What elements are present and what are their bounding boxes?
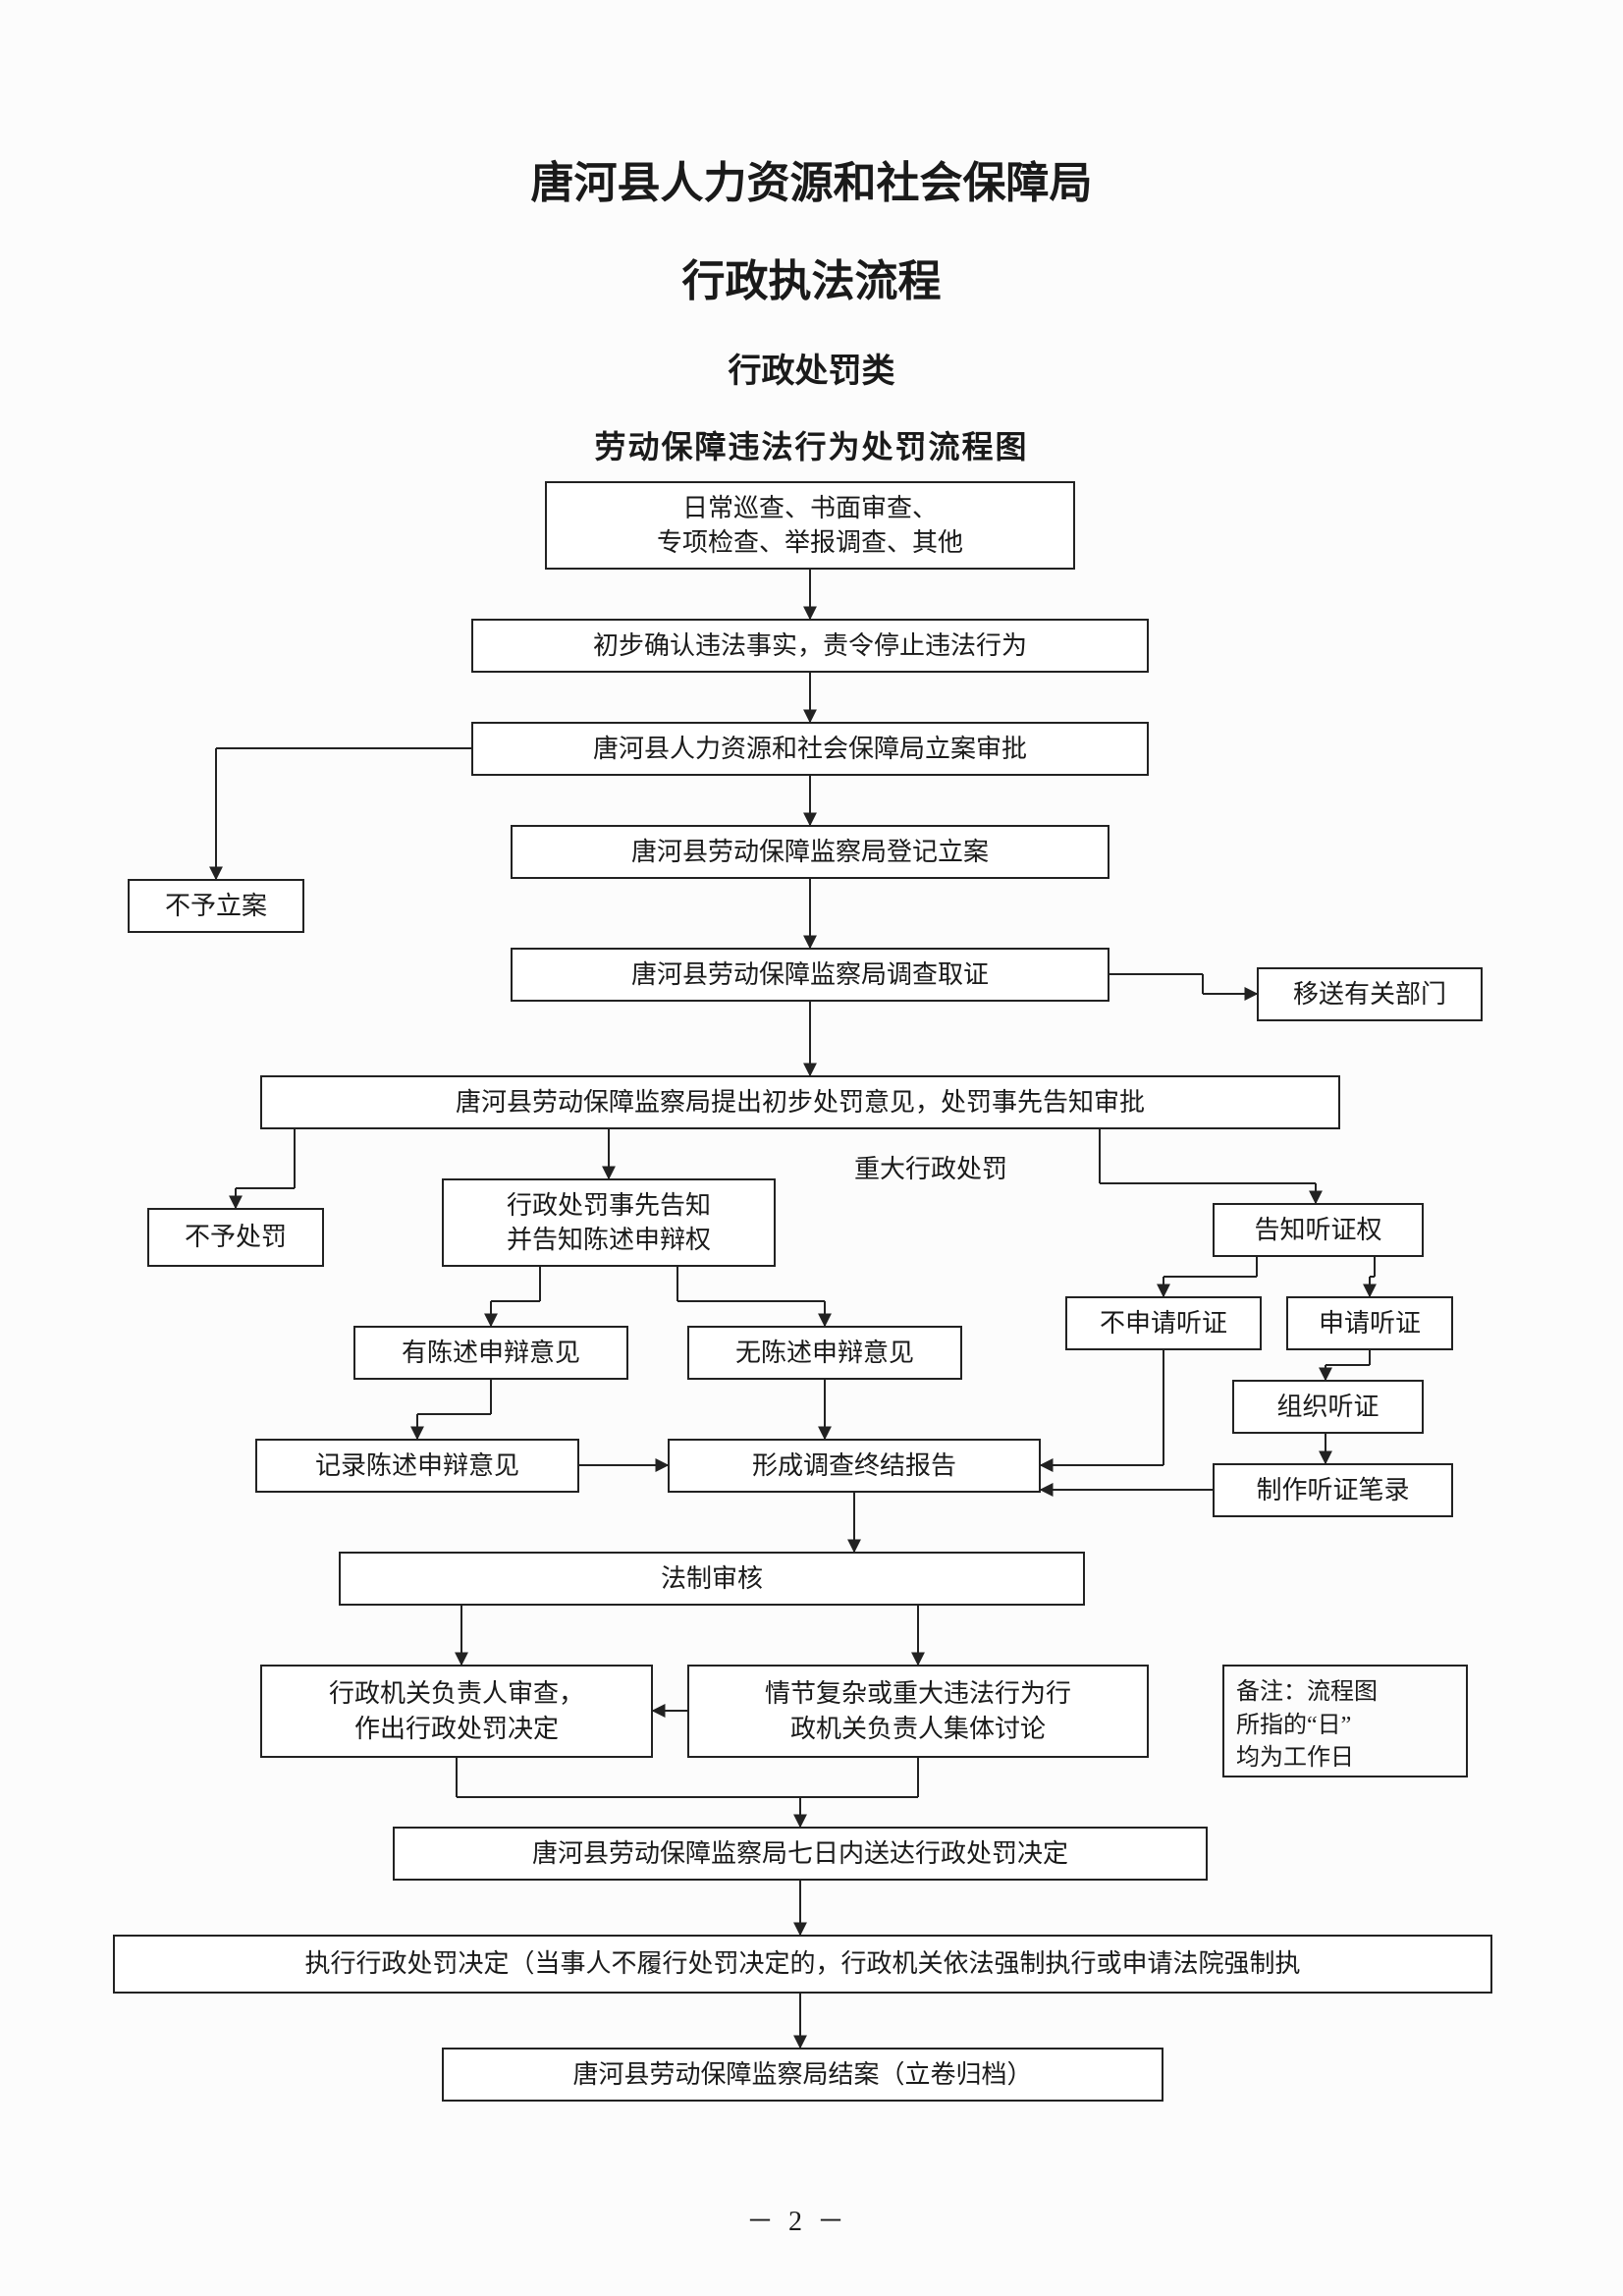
flow-node-n13: 无陈述申辩意见 <box>687 1326 962 1380</box>
flow-node-n20: 法制审核 <box>339 1552 1085 1606</box>
flow-node-n17: 记录陈述申辩意见 <box>255 1439 579 1493</box>
flow-node-n24: 执行行政处罚决定（当事人不履行处罚决定的，行政机关依法强制执行或申请法院强制执 <box>113 1935 1492 1994</box>
flow-node-n18: 形成调查终结报告 <box>668 1439 1041 1493</box>
flow-node-n23: 唐河县劳动保障监察局七日内送达行政处罚决定 <box>393 1827 1208 1881</box>
flow-node-n14: 不申请听证 <box>1065 1296 1262 1350</box>
title-line2: 行政执法流程 <box>0 246 1623 308</box>
flow-node-n25: 唐河县劳动保障监察局结案（立卷归档） <box>442 2048 1163 2102</box>
flow-node-n10: 行政处罚事先告知并告知陈述申辩权 <box>442 1178 776 1267</box>
flow-node-n12: 有陈述申辩意见 <box>353 1326 628 1380</box>
flow-node-n6: 唐河县劳动保障监察局调查取证 <box>511 948 1109 1002</box>
flow-node-n3: 唐河县人力资源和社会保障局立案审批 <box>471 722 1149 776</box>
flow-node-n15: 申请听证 <box>1286 1296 1453 1350</box>
flow-node-n21: 行政机关负责人审查，作出行政处罚决定 <box>260 1665 653 1758</box>
page-number: － 2 － <box>746 2200 848 2239</box>
flow-node-n8: 唐河县劳动保障监察局提出初步处罚意见，处罚事先告知审批 <box>260 1075 1340 1129</box>
flow-node-n5: 不予立案 <box>128 879 304 933</box>
title-line1: 唐河县人力资源和社会保障局 <box>0 147 1623 210</box>
flow-node-n11: 告知听证权 <box>1213 1203 1424 1257</box>
flow-node-n19: 制作听证笔录 <box>1213 1463 1453 1517</box>
flow-node-n2: 初步确认违法事实，责令停止违法行为 <box>471 619 1149 673</box>
flow-node-n22: 情节复杂或重大违法行为行政机关负责人集体讨论 <box>687 1665 1149 1758</box>
title-line3: 行政处罚类 <box>0 344 1623 392</box>
flow-node-n16: 组织听证 <box>1232 1380 1424 1434</box>
flow-node-n4: 唐河县劳动保障监察局登记立案 <box>511 825 1109 879</box>
flow-node-n9: 不予处罚 <box>147 1208 324 1267</box>
label-major-penalty: 重大行政处罚 <box>854 1149 1007 1185</box>
flow-node-note: 备注：流程图所指的“日”均为工作日 <box>1222 1665 1468 1777</box>
title-line4: 劳动保障违法行为处罚流程图 <box>0 422 1623 467</box>
flow-node-n7: 移送有关部门 <box>1257 967 1483 1021</box>
flow-node-n1: 日常巡查、书面审查、专项检查、举报调查、其他 <box>545 481 1075 570</box>
